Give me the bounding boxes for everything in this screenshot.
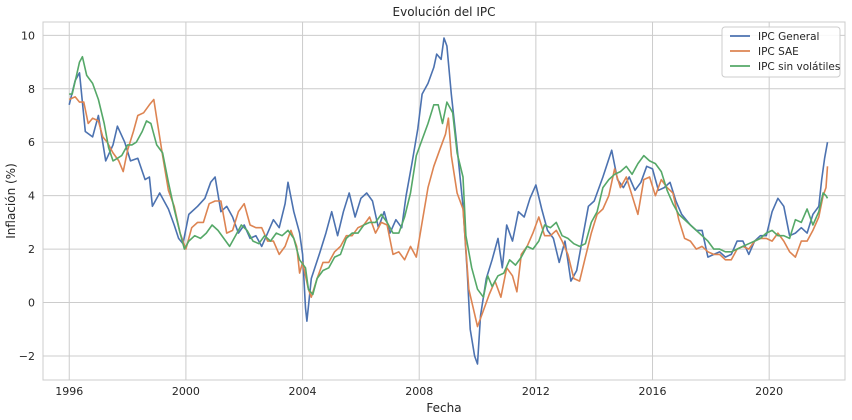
plot-frame bbox=[42, 21, 846, 381]
chart-title: Evolución del IPC bbox=[393, 5, 496, 19]
x-tick-label: 2016 bbox=[639, 385, 667, 398]
y-axis-label: Inflación (%) bbox=[4, 163, 18, 239]
x-tick-label: 1996 bbox=[55, 385, 83, 398]
x-tick-label: 2020 bbox=[755, 385, 783, 398]
y-tick-label: 6 bbox=[28, 136, 35, 149]
y-tick-label: 8 bbox=[28, 83, 35, 96]
y-tick-label: −2 bbox=[19, 350, 35, 363]
x-tick-label: 2004 bbox=[289, 385, 317, 398]
y-tick-labels: −2 0 2 4 6 8 10 bbox=[19, 29, 35, 363]
legend-label-ipc-general: IPC General bbox=[758, 31, 819, 43]
legend-label-ipc-sae: IPC SAE bbox=[758, 46, 799, 58]
y-tick-label: 10 bbox=[21, 29, 35, 42]
legend-label-ipc-sin-volatiles: IPC sin volátiles bbox=[758, 61, 840, 73]
legend: IPC General IPC SAE IPC sin volátiles bbox=[721, 26, 841, 78]
series-line-ipc-general bbox=[68, 37, 829, 365]
x-tick-labels: 1996 2000 2004 2008 2012 2016 2020 bbox=[55, 385, 783, 398]
y-tick-label: 0 bbox=[28, 297, 35, 310]
grid bbox=[43, 22, 845, 380]
y-tick-label: 4 bbox=[28, 190, 35, 203]
series-lines bbox=[68, 37, 829, 365]
legend-box bbox=[721, 26, 841, 78]
x-tick-label: 2000 bbox=[172, 385, 200, 398]
x-axis-label: Fecha bbox=[426, 401, 461, 415]
y-tick-label: 2 bbox=[28, 243, 35, 256]
series-line-ipc-sin-volatiles bbox=[69, 55, 829, 298]
x-tick-label: 2008 bbox=[405, 385, 433, 398]
x-tick-label: 2012 bbox=[522, 385, 550, 398]
